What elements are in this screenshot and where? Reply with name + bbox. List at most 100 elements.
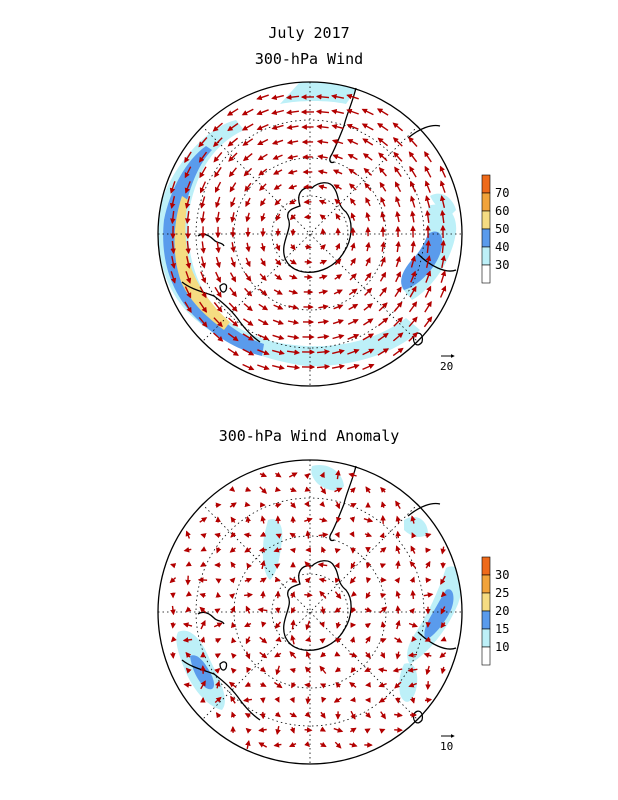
wind-vector bbox=[378, 302, 388, 312]
wind-vector bbox=[380, 486, 387, 493]
wind-vector bbox=[274, 607, 281, 614]
anomaly-band-15-west bbox=[190, 655, 214, 690]
wind-vector bbox=[290, 619, 296, 630]
wind-vector bbox=[304, 473, 311, 479]
wind-vector bbox=[319, 471, 325, 479]
wind-vector bbox=[319, 726, 326, 732]
wind-vector bbox=[335, 501, 341, 510]
wind-vector bbox=[199, 181, 207, 194]
wind-vector bbox=[350, 212, 356, 221]
wind-vector bbox=[289, 667, 296, 674]
wind-vector bbox=[289, 577, 298, 583]
wind-vector bbox=[271, 139, 284, 145]
wind-vector bbox=[349, 682, 357, 688]
wind-vector bbox=[395, 651, 401, 660]
wind-vector bbox=[335, 622, 342, 629]
wind-vector bbox=[321, 546, 327, 553]
wind-vector bbox=[244, 621, 252, 628]
wind-vector bbox=[241, 123, 254, 131]
wind-vector bbox=[411, 532, 417, 539]
wind-vector bbox=[408, 622, 418, 628]
wind-vector bbox=[380, 501, 387, 508]
wind-vector bbox=[259, 651, 268, 659]
wind-vector bbox=[440, 270, 447, 283]
wind-colorbar: 70 60 50 40 30 bbox=[481, 174, 509, 284]
wind-vector bbox=[318, 532, 329, 538]
wind-vector bbox=[439, 165, 447, 178]
wind-vector bbox=[169, 181, 176, 194]
africa-coastline bbox=[407, 124, 441, 139]
wind-vector bbox=[318, 577, 327, 584]
wind-vector bbox=[242, 363, 255, 371]
wind-vector bbox=[348, 168, 358, 176]
wind-vector bbox=[303, 214, 312, 220]
wind-vector bbox=[410, 589, 416, 599]
wind-vector bbox=[170, 563, 177, 569]
wind-vector bbox=[331, 108, 344, 115]
wind-vector bbox=[241, 108, 254, 116]
wind-vector bbox=[365, 257, 371, 267]
wind-vector bbox=[256, 94, 269, 101]
wind-vector bbox=[289, 259, 297, 265]
wind-vector bbox=[365, 486, 371, 494]
wind-vector bbox=[198, 316, 208, 328]
wind-vector bbox=[379, 271, 387, 282]
wind-vector bbox=[230, 516, 237, 523]
wind-vector bbox=[170, 210, 176, 225]
wind-vector bbox=[379, 547, 387, 553]
wind-vector bbox=[364, 182, 372, 192]
wind-vector bbox=[289, 532, 296, 539]
wind-vector bbox=[379, 181, 387, 192]
wind-vector bbox=[229, 547, 236, 553]
wind-vector bbox=[185, 530, 191, 539]
wind-vector bbox=[244, 592, 254, 598]
wind-vector bbox=[335, 469, 341, 480]
wind-vector bbox=[245, 197, 251, 207]
wind-vector bbox=[407, 667, 418, 673]
wind-vector bbox=[290, 606, 297, 614]
wind-vector bbox=[260, 681, 267, 687]
wind-vectors bbox=[169, 93, 447, 371]
wind-vector bbox=[362, 153, 373, 161]
wind-vector bbox=[333, 289, 343, 295]
wind-vector bbox=[378, 697, 387, 703]
wind-vector bbox=[380, 638, 387, 644]
wind-vector bbox=[289, 696, 295, 704]
wind-vector bbox=[199, 301, 208, 313]
wind-vector bbox=[245, 740, 251, 750]
wind-vector bbox=[334, 258, 342, 266]
anomaly-map-border bbox=[157, 459, 463, 765]
wind-vector bbox=[200, 533, 207, 539]
wind-vector bbox=[424, 195, 431, 208]
wind-vector bbox=[198, 137, 208, 148]
wind-vector bbox=[395, 256, 401, 268]
wind-vector bbox=[380, 196, 386, 207]
wind-vector bbox=[348, 472, 357, 478]
wind-vector bbox=[259, 183, 267, 191]
wind-vector bbox=[257, 364, 270, 371]
wind-vector bbox=[319, 517, 328, 523]
wind-vector bbox=[350, 590, 358, 597]
wind-vector bbox=[274, 274, 283, 281]
colorbar-label: 40 bbox=[495, 240, 509, 254]
wind-reference-vector-label: 20 bbox=[440, 360, 453, 373]
wind-vector bbox=[274, 486, 281, 493]
wind-vector bbox=[229, 287, 237, 298]
wind-vector bbox=[288, 199, 297, 205]
wind-vector bbox=[169, 577, 177, 584]
wind-vector bbox=[288, 472, 298, 478]
wind-vector bbox=[425, 209, 431, 223]
wind-vector bbox=[334, 591, 342, 600]
wind-vector bbox=[275, 471, 282, 478]
wind-vector bbox=[350, 710, 356, 720]
wind-vector bbox=[319, 638, 326, 644]
wind-vector bbox=[273, 547, 282, 553]
wind-vector bbox=[319, 621, 325, 628]
wind-vector bbox=[229, 577, 236, 584]
wind-vector bbox=[349, 197, 356, 206]
wind-vector bbox=[274, 576, 281, 583]
wind-vector bbox=[244, 577, 253, 584]
wind-vector bbox=[377, 122, 389, 131]
wind-vector bbox=[271, 124, 284, 131]
wind-vector bbox=[245, 727, 252, 734]
